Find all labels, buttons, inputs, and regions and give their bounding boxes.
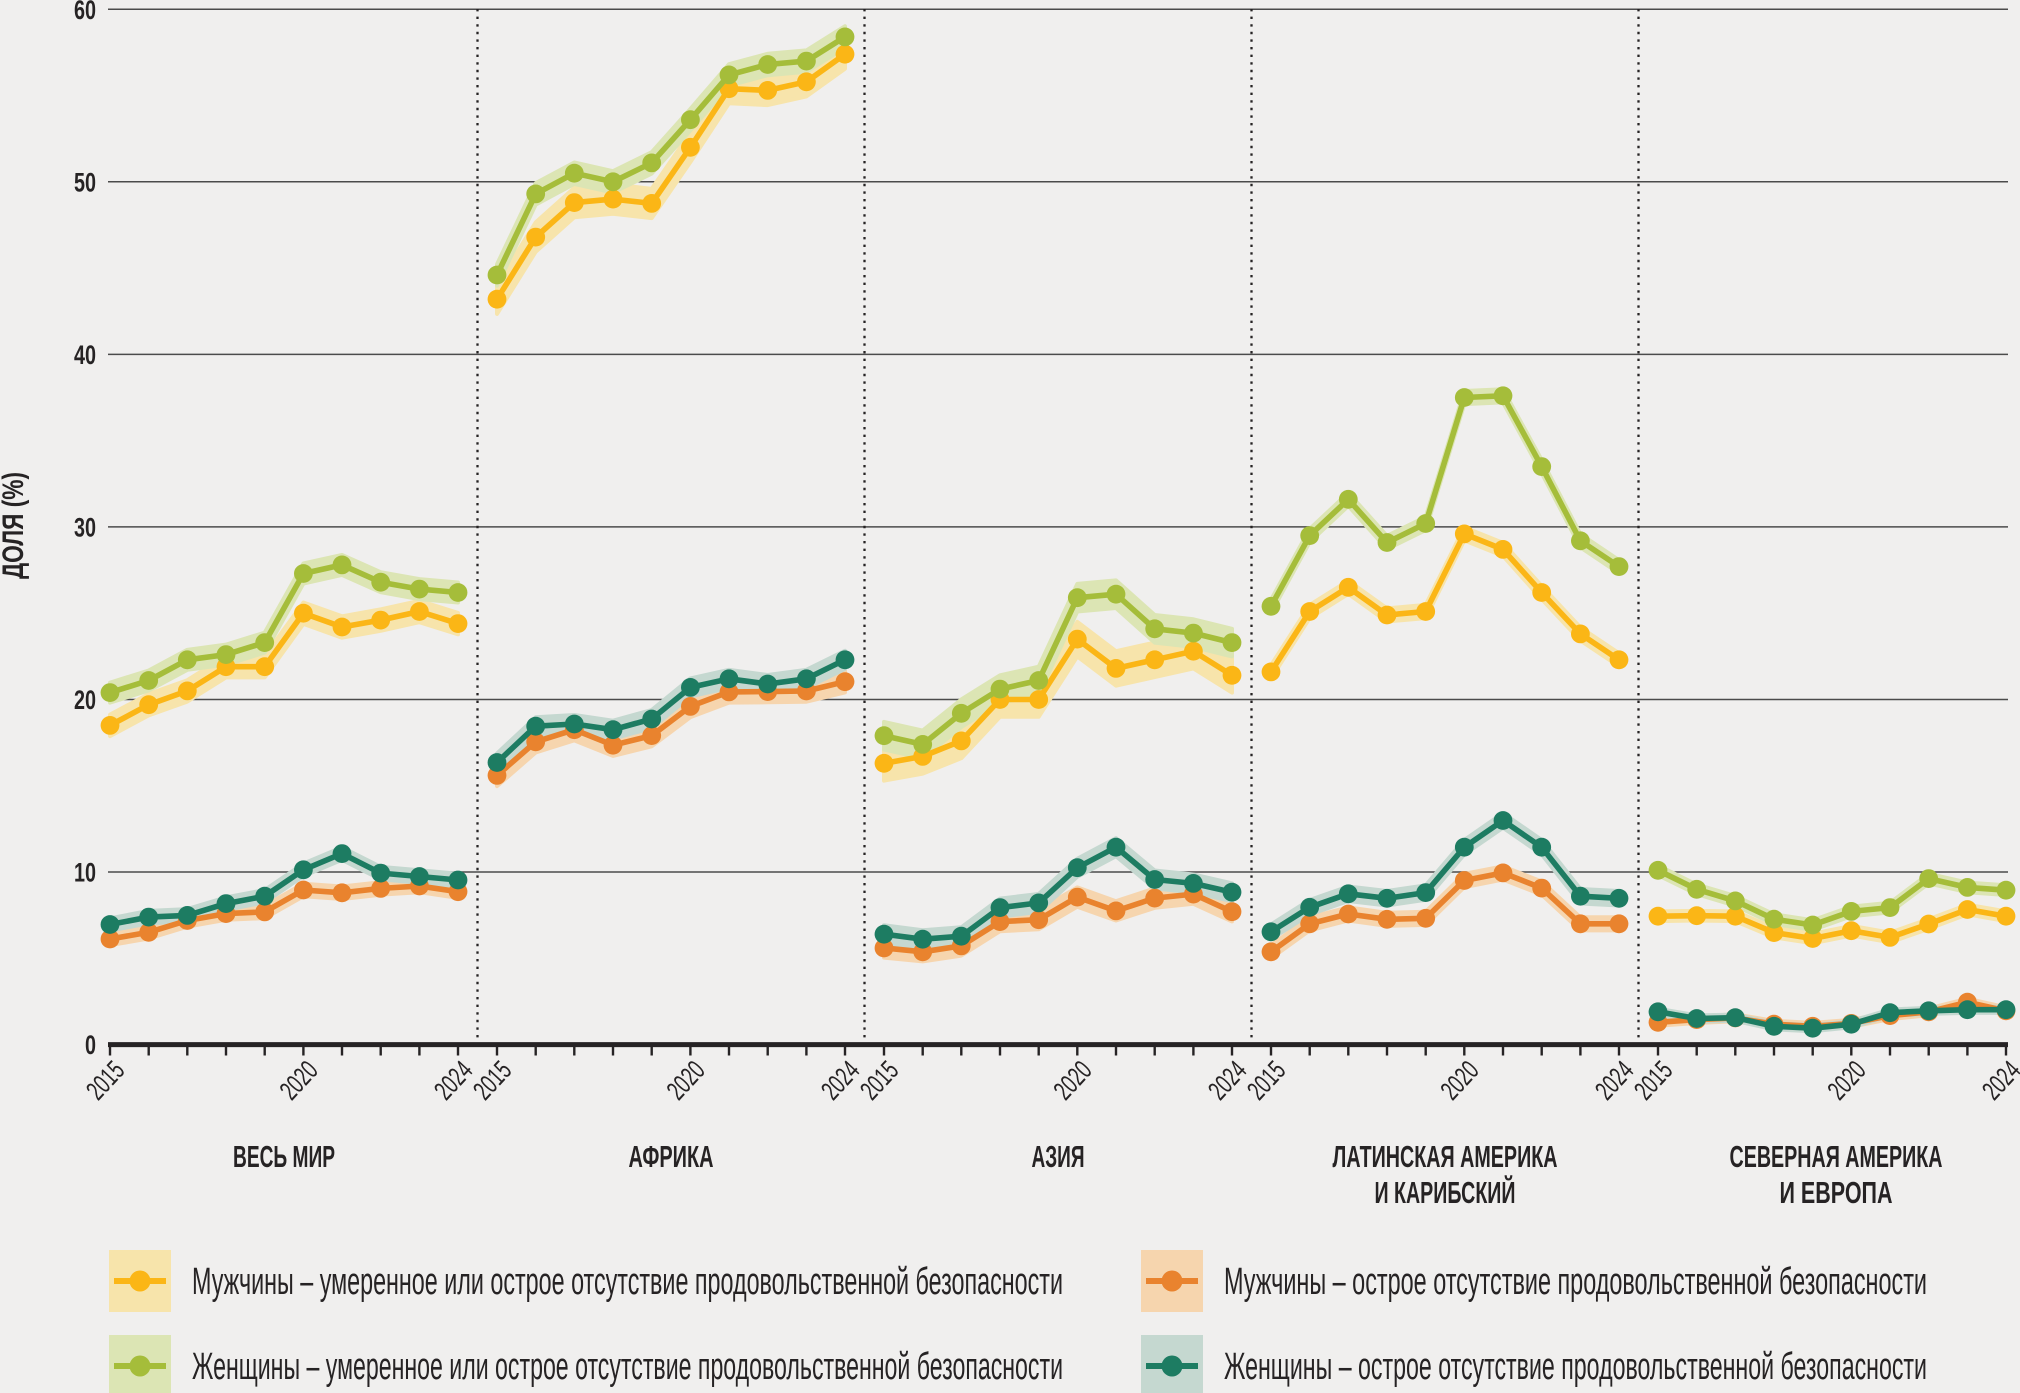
svg-text:0: 0 <box>85 1030 96 1060</box>
svg-text:АЗИЯ: АЗИЯ <box>1032 1139 1085 1174</box>
svg-text:50: 50 <box>74 167 96 197</box>
svg-text:30: 30 <box>74 512 96 542</box>
svg-text:10: 10 <box>74 858 96 888</box>
svg-text:40: 40 <box>74 340 96 370</box>
svg-text:ВЕСЬ МИР: ВЕСЬ МИР <box>233 1139 335 1174</box>
svg-text:Мужчины – острое отсутствие пр: Мужчины – острое отсутствие продовольств… <box>1224 1261 1927 1303</box>
svg-text:И ЕВРОПА: И ЕВРОПА <box>1780 1175 1893 1210</box>
svg-text:СЕВЕРНАЯ АМЕРИКА: СЕВЕРНАЯ АМЕРИКА <box>1730 1139 1943 1174</box>
svg-text:ДОЛЯ (%): ДОЛЯ (%) <box>0 472 30 579</box>
svg-text:20: 20 <box>74 685 96 715</box>
svg-text:АФРИКА: АФРИКА <box>629 1139 714 1174</box>
svg-text:Женщины – острое отсутствие пр: Женщины – острое отсутствие продовольств… <box>1224 1346 1927 1388</box>
svg-text:И КАРИБСКИЙ: И КАРИБСКИЙ <box>1375 1174 1516 1210</box>
svg-text:Мужчины – умеренное или острое: Мужчины – умеренное или острое отсутстви… <box>192 1261 1063 1303</box>
svg-text:ЛАТИНСКАЯ АМЕРИКА: ЛАТИНСКАЯ АМЕРИКА <box>1333 1139 1558 1174</box>
svg-text:60: 60 <box>74 0 96 25</box>
svg-text:Женщины – умеренное или острое: Женщины – умеренное или острое отсутстви… <box>192 1346 1063 1388</box>
